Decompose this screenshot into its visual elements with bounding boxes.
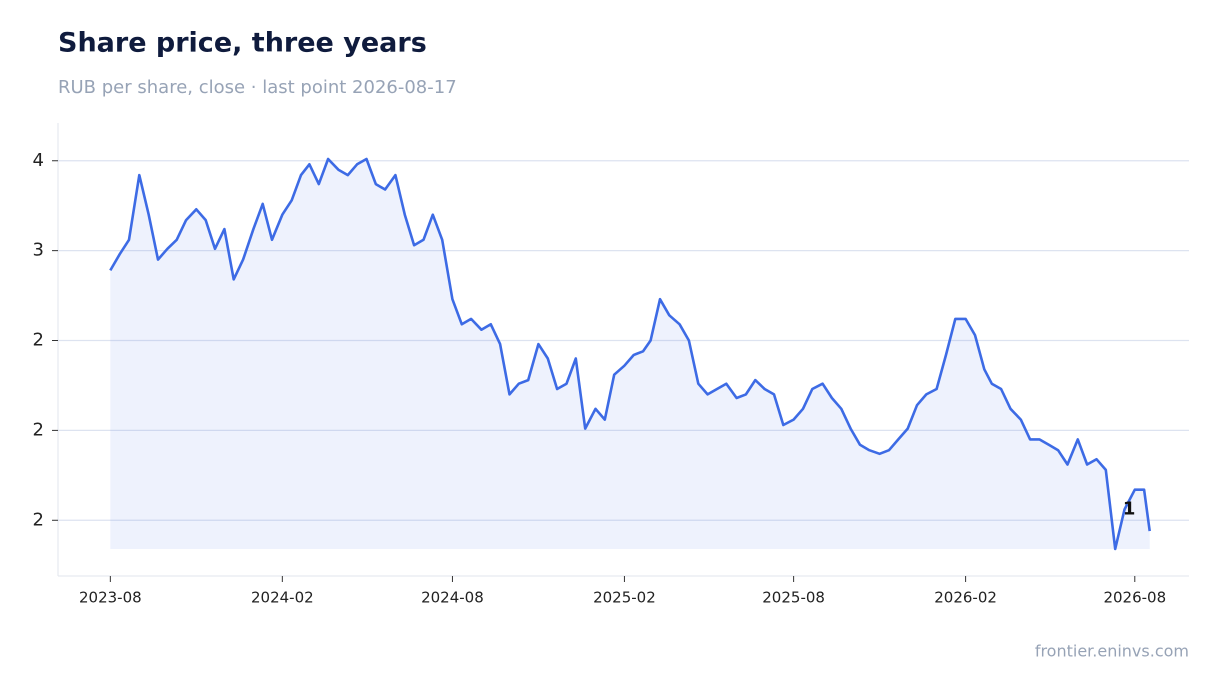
x-tick-label: 2026-08 [1103, 589, 1166, 607]
x-tick-label: 2025-02 [593, 589, 656, 607]
y-tick-label: 2 [33, 330, 44, 351]
annotation: 1 [1123, 498, 1136, 519]
y-tick-label: 4 [33, 150, 44, 171]
x-tick-label: 2026-02 [934, 589, 997, 607]
x-tick-label: 2023-08 [79, 589, 142, 607]
source: frontier.eninvs.com [1035, 642, 1189, 661]
y-tick-label: 3 [33, 240, 44, 261]
area [110, 159, 1150, 550]
x-tick-label: 2025-08 [762, 589, 825, 607]
x-tick-label: 2024-08 [421, 589, 484, 607]
chart-title: Share price, three years [58, 28, 427, 59]
x-tick-label: 2024-02 [251, 589, 314, 607]
y-tick-label: 2 [33, 509, 44, 530]
chart-subtitle: RUB per share, close · last point 2026-0… [58, 77, 457, 98]
price-line [109, 157, 1151, 551]
y-tick-label: 2 [33, 419, 44, 440]
